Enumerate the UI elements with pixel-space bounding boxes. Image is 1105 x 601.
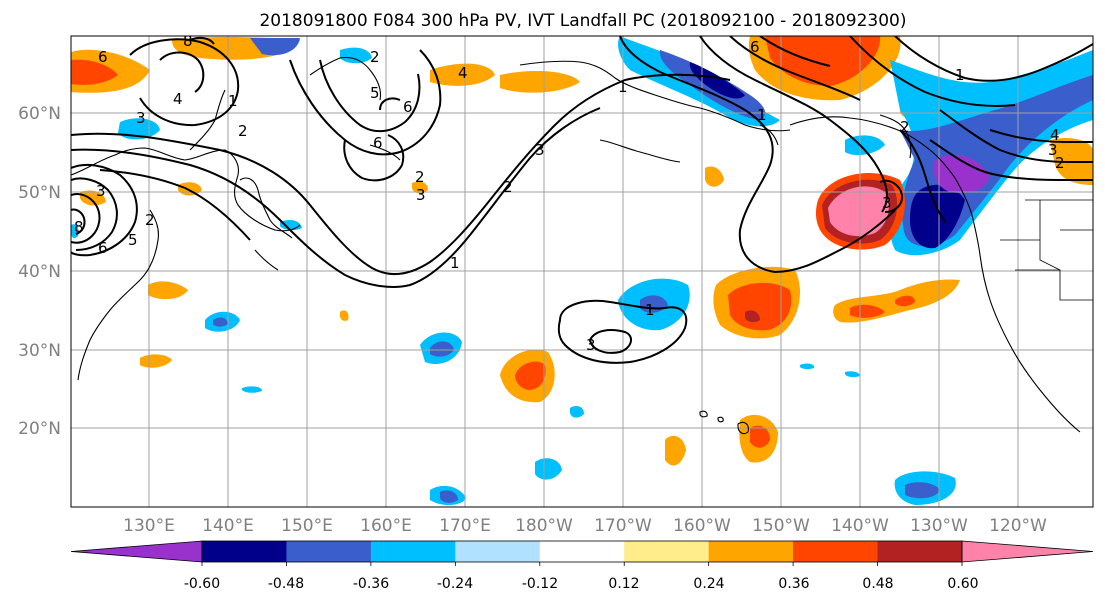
lat-label: 20°N xyxy=(18,419,61,439)
contour-label: 2 xyxy=(238,122,248,140)
colorbar-extension-max xyxy=(961,540,1094,563)
lon-label: 130°W xyxy=(910,516,968,536)
contour-label: 2 xyxy=(1055,154,1065,172)
colorbar-tick-label: -0.48 xyxy=(268,576,304,592)
contour-label: 8 xyxy=(183,32,193,50)
contour-label: 6 xyxy=(403,98,413,116)
figure-title: 2018091800 F084 300 hPa PV, IVT Landfall… xyxy=(259,11,906,31)
lon-label: 160°W xyxy=(673,516,731,536)
colorbar-bin xyxy=(793,541,879,562)
colorbar-frame xyxy=(201,540,963,563)
colorbar-bin xyxy=(877,541,963,562)
colorbar-tick-label: -0.60 xyxy=(184,576,220,592)
contour-label: 2 xyxy=(900,118,910,136)
colorbar-extension-min xyxy=(70,540,203,563)
contour-label: 1 xyxy=(645,301,655,319)
colorbar-tick-label: -0.36 xyxy=(353,576,389,592)
colorbar-tick-label: -0.12 xyxy=(522,576,558,592)
lon-label: 180°W xyxy=(515,516,573,536)
lon-label: 170°W xyxy=(594,516,652,536)
colorbar-tick-label: 0.36 xyxy=(778,576,809,592)
contour-label: 1 xyxy=(955,66,965,84)
lat-label: 60°N xyxy=(18,104,61,124)
contour-label: 3 xyxy=(416,186,426,204)
lon-label: 170°E xyxy=(439,516,491,536)
contour-label: 4 xyxy=(458,64,468,82)
contour-label: 4 xyxy=(1050,126,1060,144)
contour-label: 2 xyxy=(370,48,380,66)
contour-label: 5 xyxy=(370,84,380,102)
contour-label: 8 xyxy=(74,218,84,236)
pv-contours xyxy=(71,36,1093,364)
map-frame xyxy=(70,35,1094,508)
contour-label: 5 xyxy=(128,231,138,249)
lat-label: 50°N xyxy=(18,183,61,203)
political-borders xyxy=(1000,199,1093,301)
lon-label: 150°W xyxy=(752,516,810,536)
contour-label: 3 xyxy=(96,182,106,200)
contour-label: 6 xyxy=(98,239,108,257)
colorbar-tick-label: 0.24 xyxy=(693,576,724,592)
colorbar-bin xyxy=(708,541,794,562)
lon-label: 140°W xyxy=(831,516,889,536)
lon-label: 140°E xyxy=(202,516,254,536)
map-panel: 6 8 4 3 2 6 1 5 6 1 2 3 2 1 4 2 3 6 1 2 xyxy=(18,32,1094,536)
longitude-labels: 130°E 140°E 150°E 160°E 170°E 180°W 170°… xyxy=(123,516,1047,536)
contour-label: 6 xyxy=(373,134,383,152)
lon-label: 120°W xyxy=(989,516,1047,536)
lon-label: 150°E xyxy=(281,516,333,536)
colorbar-tick-label: 0.48 xyxy=(862,576,893,592)
contour-label: 4 xyxy=(173,90,183,108)
contour-label: 3 xyxy=(535,141,545,159)
colorbar-bin xyxy=(202,541,287,562)
colorbar-tick-label: -0.24 xyxy=(437,576,473,592)
contour-label: 2 xyxy=(145,211,155,229)
colorbar-bin xyxy=(455,541,541,562)
contour-label: 6 xyxy=(750,38,760,56)
colorbar-tick-label: 0.60 xyxy=(947,576,978,592)
colorbar-bin xyxy=(370,541,456,562)
contour-label: 2 xyxy=(415,168,425,186)
ivt-shading xyxy=(71,36,1093,506)
colorbar-ticks xyxy=(201,562,963,566)
colorbar: -0.60 -0.48 -0.36 -0.24 -0.12 0.12 0.24 … xyxy=(70,540,1094,592)
lon-label: 130°E xyxy=(123,516,175,536)
colorbar-bin xyxy=(539,541,625,562)
contour-label: 1 xyxy=(450,254,460,272)
lon-label: 160°E xyxy=(360,516,412,536)
colorbar-tick-labels: -0.60 -0.48 -0.36 -0.24 -0.12 0.12 0.24 … xyxy=(184,576,979,592)
contour-label: 1 xyxy=(757,106,767,124)
colorbar-tick-label: 0.12 xyxy=(608,576,639,592)
contour-label: 1 xyxy=(618,78,628,96)
contour-label: 3 xyxy=(586,336,596,354)
colorbar-bins xyxy=(70,540,1094,563)
latitude-labels: 60°N 50°N 40°N 30°N 20°N xyxy=(18,104,61,439)
contour-label: 3 xyxy=(1048,141,1058,159)
colorbar-bin xyxy=(624,541,710,562)
contour-label-group: 6 8 4 3 2 6 1 5 6 1 2 3 2 1 4 2 3 6 1 2 xyxy=(74,32,1065,354)
contour-label: 1 xyxy=(228,92,238,110)
lat-label: 40°N xyxy=(18,262,61,282)
colorbar-bin xyxy=(286,541,372,562)
lat-label: 30°N xyxy=(18,341,61,361)
contour-label: 3 xyxy=(882,194,892,212)
contour-label: 3 xyxy=(136,109,146,127)
graticule xyxy=(71,36,1093,507)
contour-label: 2 xyxy=(503,178,513,196)
contour-label: 6 xyxy=(98,48,108,66)
